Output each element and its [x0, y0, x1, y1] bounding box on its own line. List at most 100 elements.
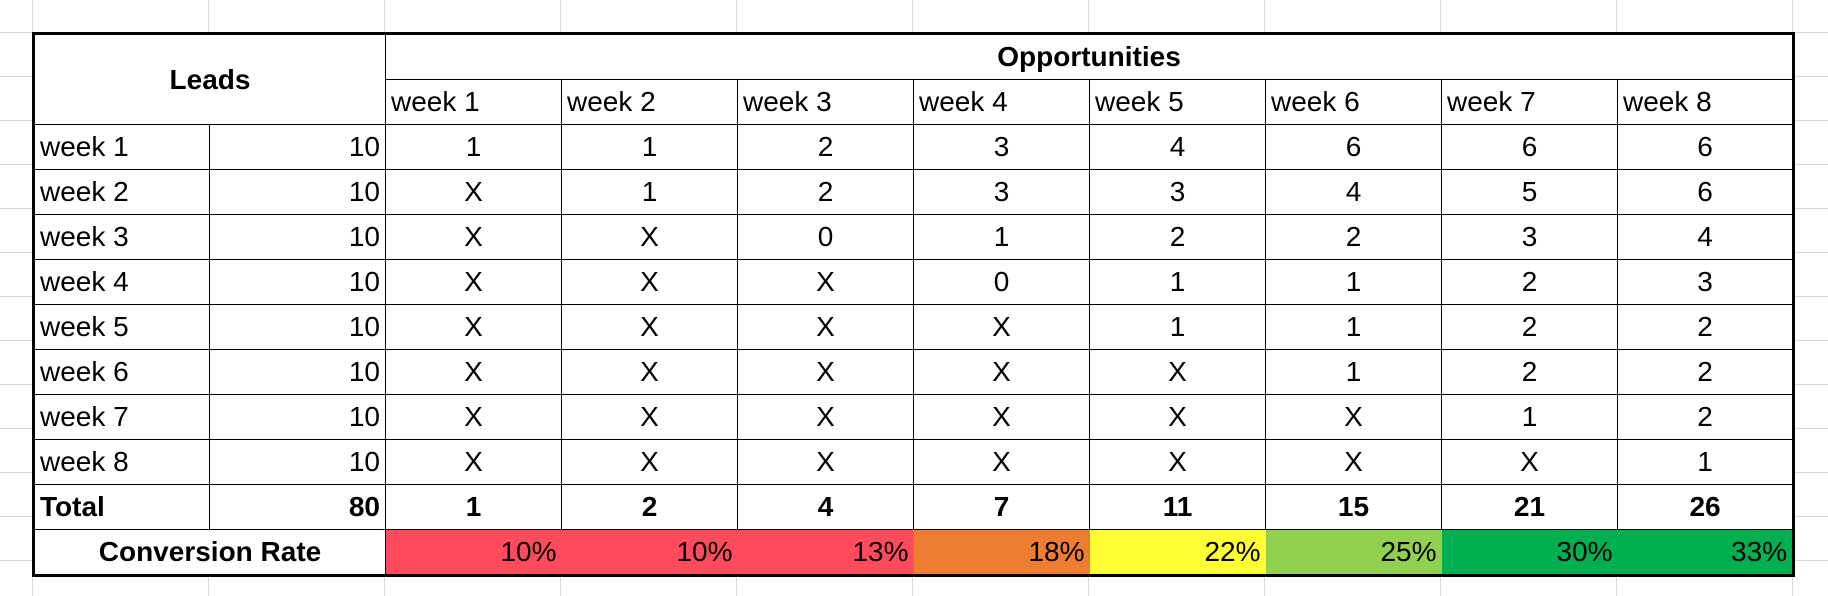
opportunity-cell[interactable]: X — [1089, 349, 1266, 395]
opportunity-cell[interactable]: 3 — [1616, 259, 1795, 305]
total-opportunity-cell[interactable]: 21 — [1441, 484, 1618, 530]
row-leads-cell[interactable]: 10 — [209, 124, 386, 170]
conversion-rate-cell[interactable]: 25% — [1265, 529, 1442, 576]
conversion-rate-cell[interactable]: 18% — [913, 529, 1090, 576]
week-header-cell[interactable]: week 3 — [737, 79, 914, 125]
conversion-rate-cell[interactable]: 10% — [385, 529, 562, 576]
opportunity-cell[interactable]: 2 — [1089, 214, 1266, 260]
row-leads-cell[interactable]: 10 — [209, 439, 386, 485]
opportunity-cell[interactable]: 2 — [1616, 349, 1795, 395]
conversion-rate-cell[interactable]: 13% — [737, 529, 914, 576]
opportunity-cell[interactable]: 3 — [1441, 214, 1618, 260]
opportunity-cell[interactable]: 3 — [1089, 169, 1266, 215]
row-week-label[interactable]: week 8 — [33, 439, 210, 485]
row-leads-cell[interactable]: 10 — [209, 394, 386, 440]
week-header-cell[interactable]: week 2 — [561, 79, 738, 125]
row-leads-cell[interactable]: 10 — [209, 214, 386, 260]
opportunity-cell[interactable]: X — [737, 304, 914, 350]
opportunity-cell[interactable]: 6 — [1441, 124, 1618, 170]
total-opportunity-cell[interactable]: 15 — [1265, 484, 1442, 530]
opportunity-cell[interactable]: 1 — [1089, 304, 1266, 350]
total-label[interactable]: Total — [33, 484, 210, 530]
opportunity-cell[interactable]: X — [1265, 439, 1442, 485]
opportunity-cell[interactable]: 1 — [1265, 304, 1442, 350]
week-header-cell[interactable]: week 4 — [913, 79, 1090, 125]
opportunity-cell[interactable]: 5 — [1441, 169, 1618, 215]
opportunity-cell[interactable]: 2 — [1265, 214, 1442, 260]
opportunity-cell[interactable]: X — [385, 304, 562, 350]
opportunity-cell[interactable]: 4 — [1265, 169, 1442, 215]
opportunity-cell[interactable]: X — [913, 304, 1090, 350]
week-header-cell[interactable]: week 7 — [1441, 79, 1618, 125]
opportunity-cell[interactable]: X — [913, 439, 1090, 485]
row-week-label[interactable]: week 2 — [33, 169, 210, 215]
conversion-rate-cell[interactable]: 10% — [561, 529, 738, 576]
leads-header[interactable]: Leads — [33, 33, 386, 125]
row-week-label[interactable]: week 6 — [33, 349, 210, 395]
opportunity-cell[interactable]: X — [385, 169, 562, 215]
opportunity-cell[interactable]: X — [737, 439, 914, 485]
conversion-rate-cell[interactable]: 33% — [1617, 529, 1794, 576]
week-header-cell[interactable]: week 8 — [1616, 79, 1795, 125]
opportunity-cell[interactable]: 4 — [1616, 214, 1795, 260]
opportunity-cell[interactable]: X — [561, 214, 738, 260]
opportunity-cell[interactable]: X — [561, 304, 738, 350]
opportunity-cell[interactable]: 1 — [385, 124, 562, 170]
opportunity-cell[interactable]: 6 — [1616, 124, 1795, 170]
row-leads-cell[interactable]: 10 — [209, 169, 386, 215]
opportunity-cell[interactable]: 1 — [1265, 259, 1442, 305]
opportunity-cell[interactable]: 1 — [1616, 439, 1795, 485]
row-week-label[interactable]: week 3 — [33, 214, 210, 260]
opportunity-cell[interactable]: 1 — [1265, 349, 1442, 395]
opportunity-cell[interactable]: 1 — [1441, 394, 1618, 440]
row-week-label[interactable]: week 5 — [33, 304, 210, 350]
opportunity-cell[interactable]: X — [561, 439, 738, 485]
opportunity-cell[interactable]: 2 — [1616, 394, 1795, 440]
opportunity-cell[interactable]: X — [385, 259, 562, 305]
row-week-label[interactable]: week 7 — [33, 394, 210, 440]
conversion-rate-cell[interactable]: 30% — [1441, 529, 1618, 576]
row-week-label[interactable]: week 1 — [33, 124, 210, 170]
opportunity-cell[interactable]: 1 — [1089, 259, 1266, 305]
opportunity-cell[interactable]: 1 — [913, 214, 1090, 260]
total-opportunity-cell[interactable]: 4 — [737, 484, 914, 530]
opportunity-cell[interactable]: X — [1089, 439, 1266, 485]
opportunity-cell[interactable]: X — [561, 349, 738, 395]
total-opportunity-cell[interactable]: 11 — [1089, 484, 1266, 530]
opportunity-cell[interactable]: X — [561, 259, 738, 305]
opportunity-cell[interactable]: 2 — [1441, 349, 1618, 395]
opportunity-cell[interactable]: 2 — [1441, 304, 1618, 350]
opportunity-cell[interactable]: 3 — [913, 124, 1090, 170]
opportunity-cell[interactable]: 4 — [1089, 124, 1266, 170]
opportunity-cell[interactable]: 1 — [561, 169, 738, 215]
opportunity-cell[interactable]: 1 — [561, 124, 738, 170]
total-opportunity-cell[interactable]: 1 — [385, 484, 562, 530]
opportunity-cell[interactable]: X — [561, 394, 738, 440]
row-leads-cell[interactable]: 10 — [209, 349, 386, 395]
week-header-cell[interactable]: week 6 — [1265, 79, 1442, 125]
opportunity-cell[interactable]: X — [385, 214, 562, 260]
opportunity-cell[interactable]: 2 — [737, 124, 914, 170]
opportunity-cell[interactable]: X — [385, 394, 562, 440]
opportunity-cell[interactable]: 2 — [737, 169, 914, 215]
total-opportunity-cell[interactable]: 2 — [561, 484, 738, 530]
opportunity-cell[interactable]: X — [385, 439, 562, 485]
opportunity-cell[interactable]: 0 — [913, 259, 1090, 305]
opportunity-cell[interactable]: X — [1441, 439, 1618, 485]
row-week-label[interactable]: week 4 — [33, 259, 210, 305]
opportunity-cell[interactable]: 6 — [1265, 124, 1442, 170]
conversion-rate-cell[interactable]: 22% — [1089, 529, 1266, 576]
opportunity-cell[interactable]: 0 — [737, 214, 914, 260]
opportunity-cell[interactable]: X — [1265, 394, 1442, 440]
conversion-rate-label[interactable]: Conversion Rate — [33, 529, 386, 576]
opportunity-cell[interactable]: 3 — [913, 169, 1090, 215]
total-opportunity-cell[interactable]: 7 — [913, 484, 1090, 530]
opportunity-cell[interactable]: 2 — [1616, 304, 1795, 350]
opportunity-cell[interactable]: 2 — [1441, 259, 1618, 305]
total-opportunity-cell[interactable]: 26 — [1616, 484, 1795, 530]
opportunity-cell[interactable]: X — [737, 394, 914, 440]
opportunity-cell[interactable]: X — [737, 349, 914, 395]
opportunity-cell[interactable]: X — [913, 349, 1090, 395]
row-leads-cell[interactable]: 10 — [209, 259, 386, 305]
opportunity-cell[interactable]: X — [913, 394, 1090, 440]
